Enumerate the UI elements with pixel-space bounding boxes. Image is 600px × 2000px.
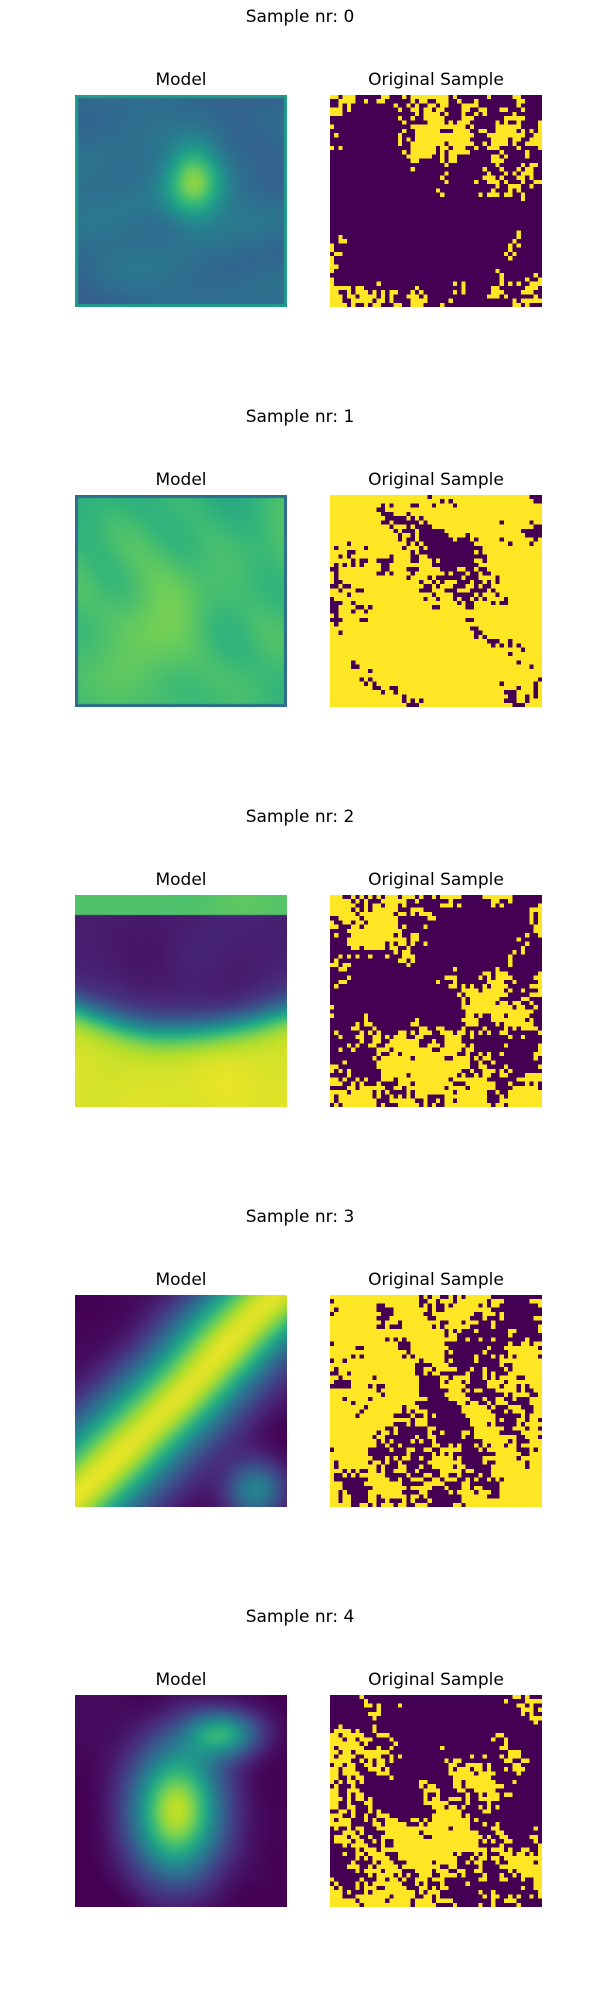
model-image [75, 895, 287, 1107]
original-panel-title: Original Sample [368, 1670, 504, 1690]
model-panel-title: Model [155, 1670, 207, 1690]
sample-title: Sample nr: 3 [245, 1207, 355, 1227]
model-image [75, 95, 287, 307]
original-panel-title: Original Sample [368, 470, 504, 490]
sample-block: Sample nr: 2 Model Original Sample [0, 800, 600, 1200]
sample-title: Sample nr: 2 [245, 807, 355, 827]
original-panel-title: Original Sample [368, 1270, 504, 1290]
original-sample-image [330, 495, 542, 707]
model-image [75, 1695, 287, 1907]
sample-title: Sample nr: 4 [245, 1607, 355, 1627]
sample-title: Sample nr: 0 [245, 7, 355, 27]
model-panel-title: Model [155, 470, 207, 490]
original-sample-image [330, 95, 542, 307]
model-image [75, 495, 287, 707]
original-panel-title: Original Sample [368, 70, 504, 90]
original-sample-image [330, 895, 542, 1107]
original-sample-image [330, 1695, 542, 1907]
sample-block: Sample nr: 1 Model Original Sample [0, 400, 600, 800]
sample-block: Sample nr: 0 Model Original Sample [0, 0, 600, 400]
original-panel-title: Original Sample [368, 870, 504, 890]
original-sample-image [330, 1295, 542, 1507]
model-panel-title: Model [155, 870, 207, 890]
model-panel-title: Model [155, 1270, 207, 1290]
model-panel-title: Model [155, 70, 207, 90]
sample-title: Sample nr: 1 [245, 407, 355, 427]
model-image [75, 1295, 287, 1507]
sample-block: Sample nr: 3 Model Original Sample [0, 1200, 600, 1600]
sample-block: Sample nr: 4 Model Original Sample [0, 1600, 600, 2000]
